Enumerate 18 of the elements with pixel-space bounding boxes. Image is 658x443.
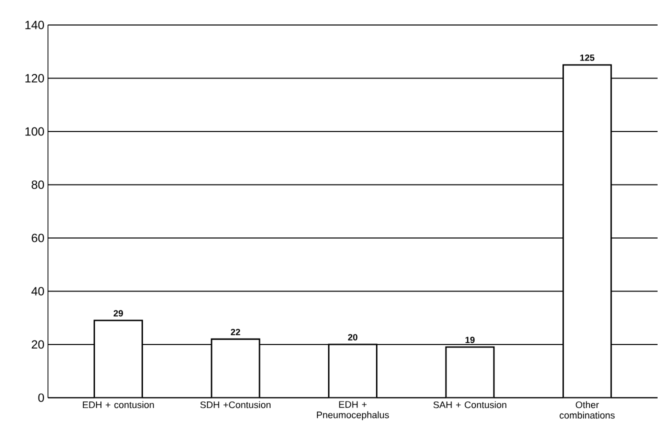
data-label: 19	[466, 336, 475, 344]
y-tick-label: 120	[25, 74, 44, 83]
y-tick-label: 80	[32, 180, 44, 190]
y-tick-label: 60	[32, 234, 44, 242]
data-label: 22	[230, 329, 240, 336]
x-tick-label: EDH + contusion	[82, 401, 154, 408]
x-tick-label: EDH + Pneumocephalus	[316, 401, 389, 420]
y-tick-label: 0	[38, 394, 44, 402]
data-label: 125	[580, 54, 594, 62]
data-label: 29	[114, 310, 123, 317]
y-tick-label: 20	[32, 340, 44, 349]
y-tick-label: 140	[25, 20, 44, 30]
x-tick-label: SDH +Contusion	[200, 401, 271, 408]
data-label: 20	[348, 334, 358, 341]
x-tick-label: Other combinations	[560, 401, 615, 419]
x-tick-label: SAH + Contusion	[433, 401, 506, 408]
y-tick-label: 40	[31, 287, 44, 296]
y-tick-label: 100	[25, 127, 44, 136]
